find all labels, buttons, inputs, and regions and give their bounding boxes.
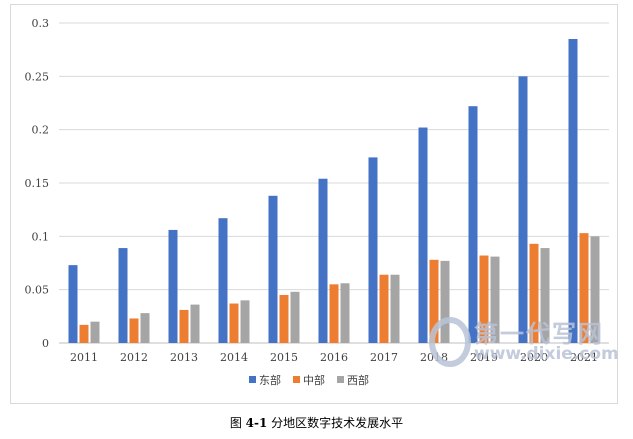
bar-东部-2016 [318, 178, 328, 343]
bar-东部-2021 [568, 39, 578, 343]
x-tick-label: 2017 [370, 351, 398, 364]
bar-中部-2021 [579, 233, 589, 343]
y-tick-label: 0.05 [25, 284, 50, 297]
watermark-url: www.dixie.com [474, 344, 619, 364]
legend-swatch [337, 376, 344, 383]
x-tick-label: 2015 [270, 351, 298, 364]
bar-西部-2011 [90, 321, 100, 343]
bar-西部-2013 [190, 304, 200, 343]
bar-chart: 0 0.05 0.1 0.15 0.2 0.25 0.3 2011 2012 2013 2014 20… [25, 17, 609, 387]
x-tick-label: 2013 [170, 351, 198, 364]
bar-中部-2016 [329, 284, 339, 343]
bar-西部-2017 [390, 274, 400, 343]
bar-东部-2013 [168, 229, 178, 343]
legend-swatch [293, 376, 300, 383]
bar-中部-2020 [529, 243, 539, 343]
y-tick-label: 0.15 [25, 177, 50, 190]
bar-中部-2019 [479, 255, 489, 343]
chart-frame: 0 0.05 0.1 0.15 0.2 0.25 0.3 2011 2012 2013 2014 20… [10, 4, 618, 404]
bar-东部-2018 [418, 127, 428, 344]
y-tick-label: 0.3 [32, 17, 50, 30]
bar-东部-2011 [68, 265, 78, 343]
bar-西部-2014 [240, 300, 250, 343]
bar-西部-2015 [290, 291, 300, 343]
y-tick-label: 0.1 [32, 230, 50, 243]
x-tick-label: 2021 [570, 351, 598, 364]
bar-中部-2012 [129, 318, 139, 343]
x-tick-label: 2020 [520, 351, 548, 364]
bar-西部-2019 [490, 256, 500, 343]
legend-label: 西部 [347, 373, 369, 387]
bar-中部-2015 [279, 295, 289, 343]
watermark-text: 第一代写网 [474, 320, 604, 348]
bar-东部-2015 [268, 195, 278, 343]
bar-中部-2013 [179, 309, 189, 343]
y-tick-label: 0 [42, 337, 49, 350]
bar-东部-2014 [218, 218, 228, 343]
x-tick-label: 2016 [320, 351, 348, 364]
x-tick-label: 2019 [470, 351, 498, 364]
watermark-emblem-icon [429, 317, 471, 367]
x-tick-label: 2012 [120, 351, 148, 364]
x-tick-label: 2011 [70, 351, 98, 364]
watermark-logo: 第一代写网 www.dixie.com [428, 314, 619, 368]
bar-中部-2018 [429, 259, 439, 343]
caption-number: 4-1 [245, 416, 268, 430]
caption-prefix: 图 [229, 416, 246, 430]
bar-西部-2018 [440, 260, 450, 343]
bar-西部-2020 [540, 248, 550, 343]
legend-swatch [249, 376, 256, 383]
caption-text: 分地区数字技术发展水平 [267, 416, 404, 430]
bar-中部-2017 [379, 274, 389, 343]
bar-东部-2020 [518, 76, 528, 343]
x-tick-label: 2014 [220, 351, 248, 364]
bar-东部-2012 [118, 248, 128, 343]
y-tick-label: 0.2 [32, 124, 50, 137]
bar-中部-2011 [79, 324, 89, 343]
legend-label: 中部 [303, 373, 325, 387]
bar-西部-2012 [140, 313, 150, 343]
bar-西部-2016 [340, 283, 350, 343]
bar-东部-2019 [468, 106, 478, 343]
bar-中部-2014 [229, 303, 239, 343]
legend-label: 东部 [259, 373, 281, 387]
y-tick-label: 0.25 [25, 70, 50, 83]
figure-caption: 图 4-1 分地区数字技术发展水平 [0, 414, 633, 431]
bar-西部-2021 [590, 236, 600, 343]
bar-东部-2017 [368, 157, 378, 343]
